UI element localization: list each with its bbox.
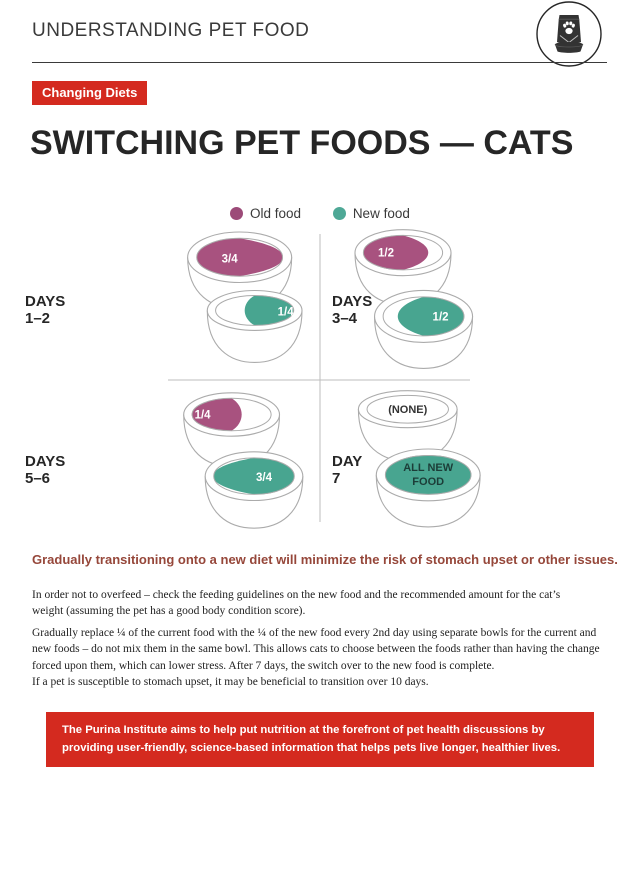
svg-text:FOOD: FOOD — [412, 476, 444, 488]
svg-text:1/2: 1/2 — [378, 248, 394, 260]
svg-text:1/4: 1/4 — [195, 410, 212, 422]
svg-text:ALL NEW: ALL NEW — [403, 462, 454, 474]
svg-text:3/4: 3/4 — [256, 472, 273, 484]
svg-text:(NONE): (NONE) — [388, 404, 427, 416]
svg-text:3/4: 3/4 — [222, 253, 239, 265]
svg-text:1/2: 1/2 — [433, 311, 449, 323]
svg-text:1/4: 1/4 — [278, 306, 295, 318]
